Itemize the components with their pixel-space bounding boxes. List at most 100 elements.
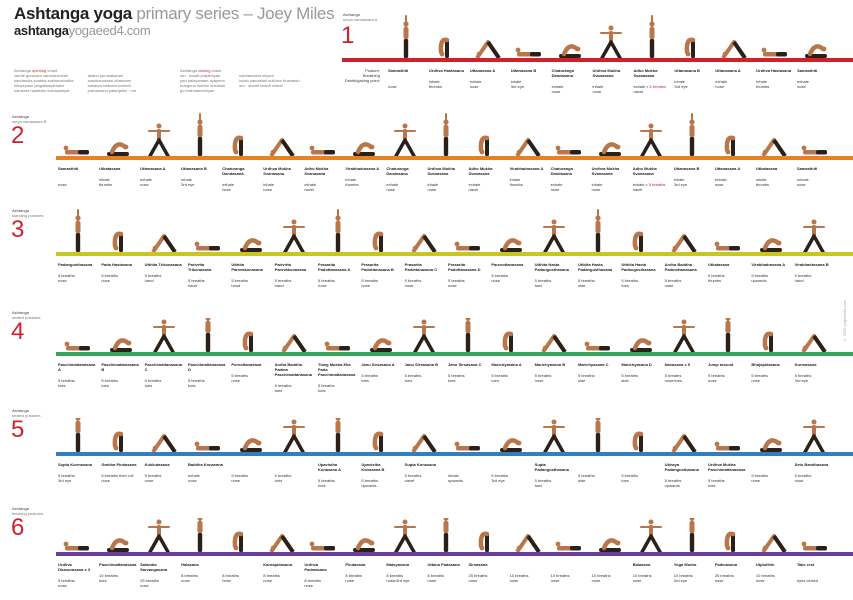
pose-breathing: inhale <box>448 473 459 478</box>
pose-drishti: side <box>578 378 586 383</box>
yoga-figure-icon <box>372 431 384 452</box>
pose-breathing: 25 breaths <box>714 573 734 578</box>
pose-label: Kurmasana 5 breaths 3rd eye <box>795 362 834 383</box>
pose-drishti: nose <box>715 84 724 89</box>
section-heading-sub: surya namaskara A <box>343 17 378 22</box>
pose-breathing: 5 breaths <box>404 473 422 478</box>
pose-figure <box>431 112 461 161</box>
pose-figure <box>799 418 829 457</box>
pose-breathing: 5 breaths <box>621 373 639 378</box>
pose-breathing: 8 breaths <box>304 578 321 583</box>
pose-label: 10 breaths nose <box>551 562 588 583</box>
pose-figure <box>677 509 707 557</box>
section-heading-title: Ashtanga <box>12 114 29 119</box>
section-number: 3 <box>11 216 25 243</box>
pose-breathing: exhale <box>551 84 564 89</box>
pose-label: Supta Kurmasana 5 breaths 3rd eye <box>58 462 97 483</box>
pose-label: Samasthiti exhale nose <box>797 166 834 187</box>
pose-figure <box>718 518 748 557</box>
pose-drishti: nose <box>140 583 149 588</box>
pose-label: Uttanasana A exhale nose <box>715 166 752 187</box>
pose-breathing: 5 breaths <box>534 478 552 483</box>
pose-figure <box>409 318 439 357</box>
pose-figure <box>279 318 309 357</box>
pose-name: Paschimattanasana C <box>144 362 183 372</box>
yoga-figure-icon <box>411 234 437 254</box>
pose-breathing: 5 breaths <box>318 478 335 483</box>
pose-figure <box>236 418 266 457</box>
pose-figure <box>144 112 174 161</box>
pose-drishti: toes <box>361 378 369 383</box>
section-heading: Ashtanga standing postures <box>12 208 44 218</box>
pose-label: Samasthiti exhale nose <box>797 68 834 89</box>
pose-name <box>491 462 530 467</box>
pose-label: Marichyasana A 5 breaths toes <box>491 362 530 383</box>
pose-name <box>551 562 588 567</box>
pose-figure <box>63 208 93 257</box>
title-sub: primary series <box>136 4 239 23</box>
pose-figure <box>391 14 421 63</box>
pose-figure <box>453 309 483 357</box>
pose-label: Purvottanasana 5 breaths nose <box>231 362 270 383</box>
legend-b: Breathing <box>362 73 380 78</box>
yoga-figure-icon <box>242 331 254 352</box>
pose-drishti: nose <box>794 478 804 483</box>
pose-name: Paschimattanasana B <box>101 362 139 372</box>
yoga-figure-icon <box>147 123 170 158</box>
pose-name: Ardha Baddha Padma Paschimattanasana <box>274 362 313 377</box>
pose-breathing: 5 breaths <box>491 373 509 378</box>
yoga-figure-icon <box>281 334 307 354</box>
pose-label: Parivrtta Parsvakonasana 5 breaths hand <box>275 262 314 288</box>
pose-label: 5 breaths toes <box>621 462 660 483</box>
section-heading-sub: seated postures <box>12 315 41 320</box>
pose-figure <box>583 409 613 457</box>
pose-breathing: inhale <box>99 177 110 182</box>
pose-figure <box>636 518 666 557</box>
pose-label: 10 breaths nose <box>510 562 547 583</box>
pose-label: Utthita Parsvakonasana 5 breaths hand <box>231 262 270 288</box>
pose-figure <box>193 309 223 357</box>
pose-name: Supta Padangusthasana <box>534 462 569 472</box>
pose-figure <box>279 418 309 457</box>
pose-figure <box>308 112 338 161</box>
section-heading: Ashtanga surya namaskara A <box>343 12 377 22</box>
pose-name: Ardha Baddha Padmottanasana <box>664 262 697 272</box>
pose-breathing: 5 breaths <box>144 378 162 383</box>
pose-drishti: side <box>621 378 629 383</box>
pose-label: Adho Mukha Svanasana exhale x 5 breaths na… <box>633 166 670 192</box>
pose-figure <box>496 318 526 357</box>
pose-label: Adho Mukha Svanasana exhale x 5 breaths na… <box>633 68 670 94</box>
pose-name: Janu Sirsasana B <box>404 362 439 367</box>
pose-label: Utthita Trikonasana 5 breaths hand <box>145 262 184 283</box>
pose-drishti: nose <box>797 84 806 89</box>
pose-breathing: exhale <box>468 182 481 187</box>
title-author: – Joey Miles <box>243 4 335 23</box>
pose-drishti: toes <box>144 383 153 388</box>
pose-drishti: nose <box>448 283 457 288</box>
pose-label: Chaturanga Dandasana exhale nose <box>222 166 259 192</box>
pose-drishti: nose <box>345 578 355 583</box>
pose-name: Matsyasana <box>386 562 410 567</box>
yoga-figure-icon <box>640 123 663 158</box>
yoga-figure-icon <box>632 231 644 252</box>
pose-name: Supta Kurmasana <box>58 462 93 467</box>
pose-label: 5 breaths nose <box>231 462 270 483</box>
pose-label: Navasana x 5 5 breaths nose/toes <box>665 362 704 383</box>
pose-breathing: 5 breaths <box>274 383 292 388</box>
yoga-figure-icon <box>515 534 541 554</box>
pose-figure <box>409 418 439 457</box>
chant-label: Ashtanga <box>180 68 199 73</box>
site-url[interactable]: ashtangayogaeed4.com <box>14 23 151 38</box>
pose-label: Supta Padangusthasana 5 breaths toes <box>535 462 574 488</box>
pose-label: Adho Mukha Svanasana exhale navel <box>304 166 341 192</box>
section-heading-title: Ashtanga <box>343 12 360 17</box>
pose-breathing: 5 breaths <box>751 273 769 278</box>
yoga-figure-icon <box>194 241 220 251</box>
chant-line: pari palayantam nyayena <box>180 78 225 83</box>
pose-figure <box>799 208 829 257</box>
pose-name: Prasarita Padottanasana D <box>448 262 481 272</box>
pose-name: Setu Bandhasana <box>794 462 829 467</box>
pose-name: Parivrtta Parsvakonasana <box>274 262 307 272</box>
chant-line: go brahmanebhyah <box>180 88 215 93</box>
pose-name: Ubhaya Padangusthasana <box>664 462 699 472</box>
